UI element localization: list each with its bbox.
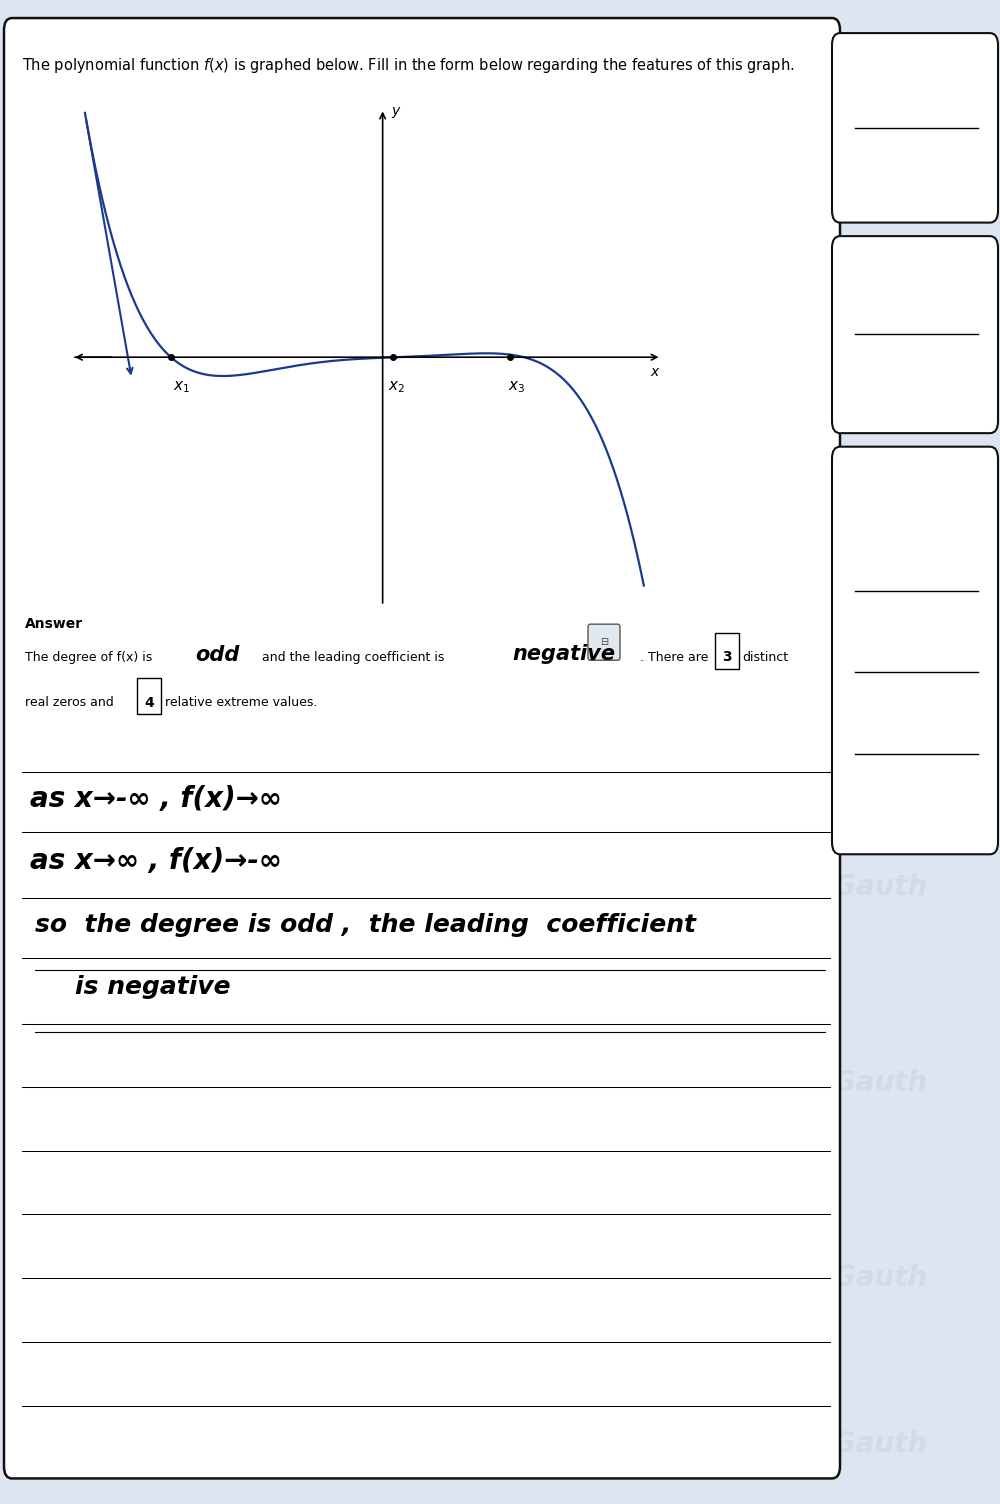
FancyBboxPatch shape — [137, 678, 161, 714]
Text: The polynomial function $f(x)$ is graphed below. Fill in the form below regardin: The polynomial function $f(x)$ is graphe… — [22, 56, 795, 75]
Text: Gauth: Gauth — [333, 1069, 427, 1096]
Text: . There are: . There are — [640, 651, 708, 665]
Text: odd: odd — [195, 645, 239, 665]
Text: Gauth: Gauth — [833, 92, 927, 119]
Text: Gauth: Gauth — [583, 92, 677, 119]
Text: $x_3$: $x_3$ — [508, 379, 525, 396]
Text: Gauth: Gauth — [333, 678, 427, 705]
Text: Gauth: Gauth — [833, 287, 927, 314]
Text: negative: negative — [512, 644, 615, 663]
Text: $x_1$: $x_1$ — [173, 379, 190, 396]
Text: Gauth: Gauth — [333, 874, 427, 901]
Text: Gauth: Gauth — [833, 483, 927, 510]
Text: 3: 3 — [722, 651, 732, 665]
Text: Gauth: Gauth — [583, 1430, 677, 1457]
Text: Gauth: Gauth — [73, 92, 167, 119]
Text: Gauth: Gauth — [833, 1430, 927, 1457]
FancyBboxPatch shape — [832, 447, 998, 854]
FancyBboxPatch shape — [715, 633, 739, 669]
Text: Gauth: Gauth — [833, 1265, 927, 1292]
Text: $x_2$: $x_2$ — [388, 379, 405, 396]
Text: 4: 4 — [144, 696, 154, 710]
Text: Gauth: Gauth — [73, 874, 167, 901]
Text: Gauth: Gauth — [333, 1265, 427, 1292]
Text: Gauth: Gauth — [583, 678, 677, 705]
Text: Gauth: Gauth — [583, 1265, 677, 1292]
Text: Gauth: Gauth — [583, 483, 677, 510]
Text: Gauth: Gauth — [833, 1069, 927, 1096]
Text: real zeros and: real zeros and — [25, 696, 114, 710]
Text: as x→∞ , f(x)→-∞: as x→∞ , f(x)→-∞ — [30, 847, 282, 875]
Text: Gauth: Gauth — [583, 874, 677, 901]
Text: y: y — [391, 104, 399, 119]
FancyBboxPatch shape — [832, 236, 998, 433]
Text: Gauth: Gauth — [333, 287, 427, 314]
Text: Gauth: Gauth — [583, 1069, 677, 1096]
Text: is negative: is negative — [75, 975, 231, 999]
Text: The degree of f(x) is: The degree of f(x) is — [25, 651, 152, 665]
Text: distinct: distinct — [742, 651, 788, 665]
FancyBboxPatch shape — [832, 33, 998, 223]
Text: as x→-∞ , f(x)→∞: as x→-∞ , f(x)→∞ — [30, 785, 282, 814]
Text: Gauth: Gauth — [583, 287, 677, 314]
Text: Gauth: Gauth — [73, 1265, 167, 1292]
Text: Gauth: Gauth — [333, 1430, 427, 1457]
Text: Gauth: Gauth — [73, 483, 167, 510]
Text: Gauth: Gauth — [73, 287, 167, 314]
Text: relative extreme values.: relative extreme values. — [165, 696, 317, 710]
Text: Gauth: Gauth — [73, 1069, 167, 1096]
Text: Gauth: Gauth — [833, 678, 927, 705]
Text: so  the degree is odd ,  the leading  coefficient: so the degree is odd , the leading coeff… — [35, 913, 696, 937]
FancyBboxPatch shape — [588, 624, 620, 660]
Text: Gauth: Gauth — [333, 92, 427, 119]
Text: ⊟: ⊟ — [600, 638, 608, 647]
Text: x: x — [650, 365, 659, 379]
Text: Gauth: Gauth — [333, 483, 427, 510]
Text: and the leading coefficient is: and the leading coefficient is — [262, 651, 444, 665]
Text: Gauth: Gauth — [833, 874, 927, 901]
Text: Gauth: Gauth — [73, 1430, 167, 1457]
Text: Gauth: Gauth — [73, 678, 167, 705]
Text: Answer: Answer — [25, 617, 83, 630]
FancyBboxPatch shape — [4, 18, 840, 1478]
